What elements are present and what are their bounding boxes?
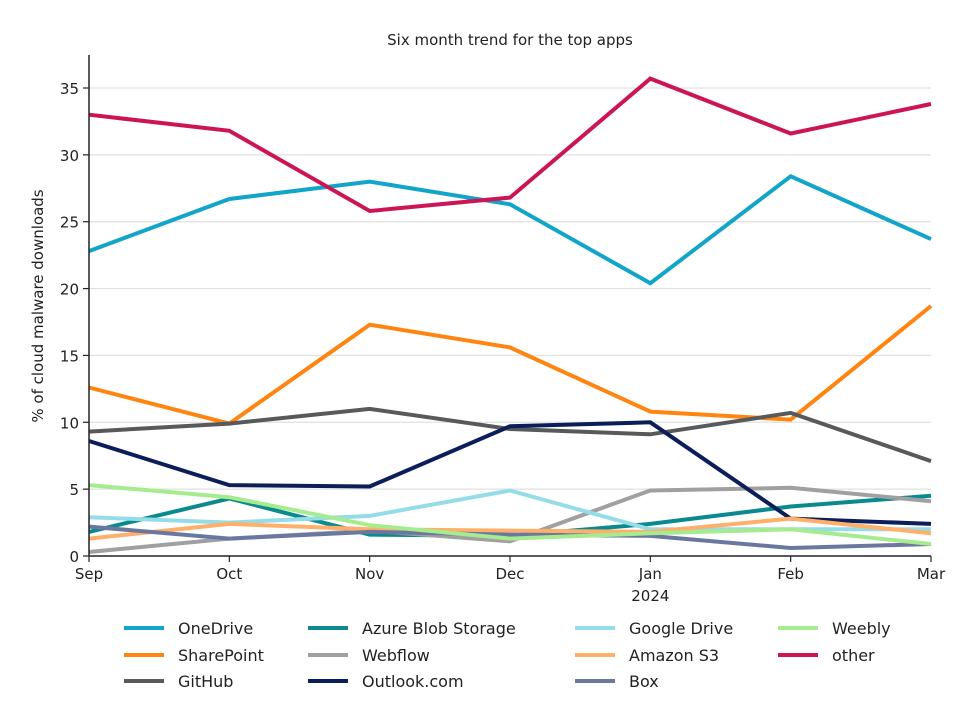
legend-label: Webflow: [362, 646, 430, 665]
legend-label: OneDrive: [178, 619, 253, 638]
axes: 0 5 10 15 20 25 30 35 Sep Oct Nov Dec Jan 2024 Feb Mar: [60, 55, 946, 605]
legend-label: Outlook.com: [362, 672, 464, 691]
series-line-github: [88, 406, 932, 463]
legend-label: GitHub: [178, 672, 233, 691]
y-tick-label: 25: [60, 214, 79, 232]
series-line-box: [88, 524, 932, 551]
legend-label: Amazon S3: [629, 646, 719, 665]
legend-label: Weebly: [832, 619, 891, 638]
series-line-other: [88, 76, 932, 214]
legend-item: GitHub: [124, 672, 233, 691]
x-tick-label: Nov: [355, 565, 384, 583]
x-tick-label: Oct: [216, 565, 242, 583]
legend-label: Box: [629, 672, 659, 691]
series-line-outlook-com: [88, 420, 932, 526]
legend-item: Google Drive: [575, 619, 733, 638]
legend-label: SharePoint: [178, 646, 264, 665]
legend-item: Webflow: [308, 646, 430, 665]
y-tick-label: 0: [69, 548, 79, 566]
legend-item: Weebly: [778, 619, 891, 638]
x-tick-label: Sep: [75, 565, 103, 583]
y-tick-label: 15: [60, 347, 79, 365]
series-line-amazon-s3: [88, 516, 932, 541]
series-line-onedrive: [88, 173, 932, 286]
x-tick-label: Mar: [917, 565, 946, 583]
x-tick-label: Jan: [638, 565, 662, 583]
x-tick-label: Dec: [495, 565, 524, 583]
y-tick-label: 35: [60, 80, 79, 98]
legend-item: Azure Blob Storage: [308, 619, 516, 638]
series-line-weebly: [88, 483, 932, 546]
legend-label: Azure Blob Storage: [362, 619, 516, 638]
x-tick-label: Feb: [777, 565, 804, 583]
chart-title: Six month trend for the top apps: [387, 31, 633, 49]
legend-label: other: [832, 646, 875, 665]
legend-item: Amazon S3: [575, 646, 719, 665]
legend: OneDrive SharePoint GitHub Azure Blob Stora…: [124, 619, 891, 691]
legend-item: other: [778, 646, 875, 665]
legend-item: SharePoint: [124, 646, 264, 665]
legend-item: Outlook.com: [308, 672, 464, 691]
y-tick-label: 30: [60, 147, 79, 165]
series-lines: [88, 76, 933, 554]
legend-item: Box: [575, 672, 659, 691]
legend-item: OneDrive: [124, 619, 253, 638]
series-line-sharepoint: [88, 304, 933, 426]
legend-label: Google Drive: [629, 619, 733, 638]
y-tick-label: 5: [69, 481, 79, 499]
x-tick-sublabel: 2024: [631, 587, 669, 605]
y-tick-label: 10: [60, 414, 79, 432]
y-tick-label: 20: [60, 281, 79, 299]
y-axis-label: % of cloud malware downloads: [29, 189, 47, 422]
